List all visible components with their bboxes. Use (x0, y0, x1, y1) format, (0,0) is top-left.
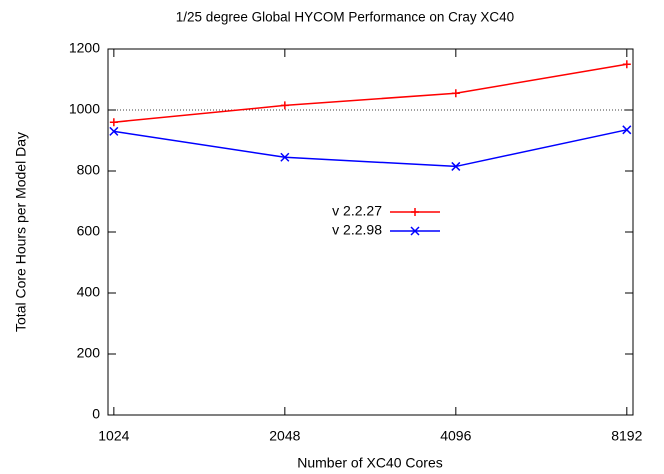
x-axis-label: Number of XC40 Cores (297, 455, 443, 471)
series-line (113, 129, 627, 168)
series-line (113, 63, 627, 123)
data-point (109, 118, 118, 127)
data-point (622, 60, 631, 69)
y-tick-label: 200 (77, 345, 101, 361)
chart-title: 1/25 degree Global HYCOM Performance on … (176, 10, 514, 25)
x-tick-label: 8192 (611, 428, 642, 444)
data-point (280, 152, 290, 162)
y-tick-label: 1000 (69, 101, 100, 117)
y-tick-label: 0 (92, 406, 100, 422)
x-tick-label: 2048 (269, 428, 300, 444)
x-tick-label: 1024 (98, 428, 129, 444)
legend-marker (411, 208, 419, 216)
data-point (451, 161, 461, 171)
data-point (622, 125, 632, 135)
data-point (451, 89, 460, 98)
y-tick-label: 600 (77, 223, 101, 239)
y-tick-label: 1200 (69, 40, 100, 56)
y-tick-label: 400 (77, 284, 101, 300)
data-point (109, 126, 119, 136)
legend-label: v 2.2.98 (332, 222, 382, 238)
legend-label: v 2.2.27 (332, 203, 382, 219)
legend-marker (410, 226, 420, 236)
y-axis-label: Total Core Hours per Model Day (13, 132, 29, 332)
x-tick-label: 4096 (440, 428, 471, 444)
data-point (280, 101, 289, 110)
y-tick-label: 800 (77, 162, 101, 178)
